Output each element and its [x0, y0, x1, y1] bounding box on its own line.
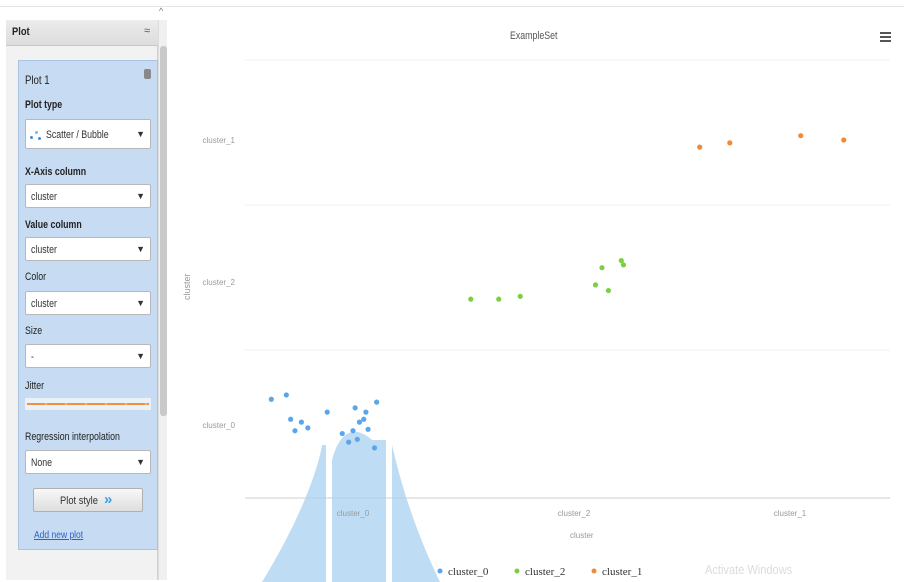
legend-marker[interactable] [514, 568, 520, 574]
panel-title: Plot [12, 26, 30, 38]
x-axis-label: X-Axis column [25, 166, 87, 178]
add-new-plot-link[interactable]: Add new plot [34, 530, 84, 541]
data-point-cluster_0[interactable] [356, 419, 363, 425]
jitter-label: Jitter [25, 380, 45, 392]
legend-label[interactable]: cluster_1 [602, 566, 642, 578]
hamburger-menu-icon[interactable] [880, 32, 891, 42]
plot-style-button[interactable]: Plot style » [33, 488, 143, 512]
size-select[interactable]: - ▼ [25, 344, 151, 368]
data-point-cluster_2[interactable] [496, 296, 502, 302]
data-point-cluster_2[interactable] [599, 265, 605, 271]
size-value: - [31, 351, 34, 363]
axis-ticks: cluster_0 cluster_2 cluster_1cluster_0clus… [203, 136, 807, 518]
data-point-cluster_0[interactable] [305, 425, 311, 431]
y-tick-label: cluster_2 [203, 278, 236, 287]
y-tick-label: cluster_1 [203, 136, 236, 145]
data-point-cluster_0[interactable] [365, 426, 371, 432]
data-point-cluster_2[interactable] [468, 296, 474, 302]
window-top-border [0, 6, 904, 7]
panel-scrollbar[interactable]: ^ [158, 6, 167, 580]
regression-select[interactable]: None ▼ [25, 450, 151, 474]
legend-label[interactable]: cluster_0 [448, 566, 489, 578]
color-label: Color [25, 271, 47, 283]
plot-style-label: Plot style [60, 495, 98, 507]
data-point-cluster_2[interactable] [620, 262, 627, 268]
data-point-cluster_0[interactable] [283, 392, 289, 398]
scrollbar-thumb[interactable] [160, 46, 167, 416]
data-point-cluster_0[interactable] [354, 436, 360, 442]
chevron-down-icon: ▼ [136, 191, 145, 201]
activate-windows-watermark: Activate Windows [705, 562, 793, 577]
scroll-up-icon[interactable]: ^ [159, 6, 164, 16]
plot-card: Plot 1 Plot type Scatter / Bubble ▼ X-Ax… [18, 60, 158, 550]
regression-value: None [31, 457, 53, 469]
x-tick-label: cluster_2 [558, 509, 591, 518]
data-point-cluster_0[interactable] [288, 416, 294, 422]
chevron-down-icon: ▼ [136, 457, 145, 467]
data-point-cluster_2[interactable] [618, 257, 624, 264]
value-column-value: cluster [31, 244, 57, 256]
data-points [268, 133, 847, 451]
legend-marker[interactable] [591, 568, 597, 574]
legend-marker[interactable] [437, 568, 443, 574]
data-point-cluster_1[interactable] [798, 133, 804, 139]
chevron-down-icon: ▼ [136, 298, 145, 308]
data-point-cluster_1[interactable] [841, 137, 847, 143]
regression-label: Regression interpolation [25, 431, 120, 443]
trash-icon[interactable] [144, 69, 151, 79]
x-tick-label: cluster_0 [337, 509, 370, 518]
plot-type-value: Scatter / Bubble [46, 129, 109, 141]
data-point-cluster_0[interactable] [363, 409, 369, 415]
size-label: Size [25, 325, 43, 337]
data-point-cluster_2[interactable] [605, 287, 612, 294]
x-tick-label: cluster_1 [774, 509, 807, 518]
data-point-cluster_0[interactable] [339, 430, 345, 437]
value-column-label: Value column [25, 219, 82, 231]
x-axis-value: cluster [31, 191, 57, 203]
collapse-icon[interactable]: ≈ [143, 25, 150, 37]
chart-overlay-shapes [262, 431, 440, 582]
panel-header: Plot ≈ [6, 20, 158, 46]
plot-config-panel: Plot ≈ Plot 1 Plot type Scatter / Bubble… [6, 20, 158, 580]
chart-title: ExampleSet [510, 30, 558, 42]
color-select[interactable]: cluster ▼ [25, 291, 151, 315]
data-point-cluster_1[interactable] [697, 144, 703, 150]
overlay-shape [262, 445, 326, 582]
data-point-cluster_0[interactable] [292, 428, 298, 434]
plot-type-select[interactable]: Scatter / Bubble ▼ [25, 119, 151, 149]
x-axis-select[interactable]: cluster ▼ [25, 184, 151, 208]
x-axis-title: cluster [570, 531, 594, 540]
data-point-cluster_2[interactable] [592, 282, 599, 288]
jitter-track [27, 403, 149, 405]
data-point-cluster_0[interactable] [352, 405, 358, 411]
y-tick-label: cluster_0 [203, 421, 236, 430]
value-column-select[interactable]: cluster ▼ [25, 237, 151, 261]
plot-name: Plot 1 [25, 73, 50, 87]
overlay-shape [392, 445, 440, 582]
data-point-cluster_0[interactable] [371, 445, 378, 451]
chevron-down-icon: ▼ [136, 129, 145, 139]
scatter-icon [30, 129, 42, 141]
color-value: cluster [31, 298, 57, 310]
data-point-cluster_0[interactable] [350, 428, 356, 434]
data-point-cluster_0[interactable] [346, 439, 352, 445]
overlay-shape [332, 431, 386, 582]
chevron-down-icon: ▼ [136, 351, 145, 361]
chart-legend: cluster_0 cluster_2 cluster_1 [437, 566, 642, 578]
data-point-cluster_2[interactable] [517, 293, 523, 299]
chevron-down-icon: ▼ [136, 244, 145, 254]
legend-label[interactable]: cluster_2 [525, 566, 565, 578]
data-point-cluster_1[interactable] [727, 140, 733, 146]
plot-type-label: Plot type [25, 99, 63, 111]
data-point-cluster_0[interactable] [298, 419, 304, 425]
data-point-cluster_0[interactable] [324, 409, 330, 415]
y-axis-title: cluster [182, 273, 192, 300]
data-point-cluster_0[interactable] [361, 416, 367, 422]
data-point-cluster_0[interactable] [268, 396, 274, 402]
jitter-slider[interactable] [25, 398, 151, 410]
data-point-cluster_0[interactable] [374, 399, 380, 405]
